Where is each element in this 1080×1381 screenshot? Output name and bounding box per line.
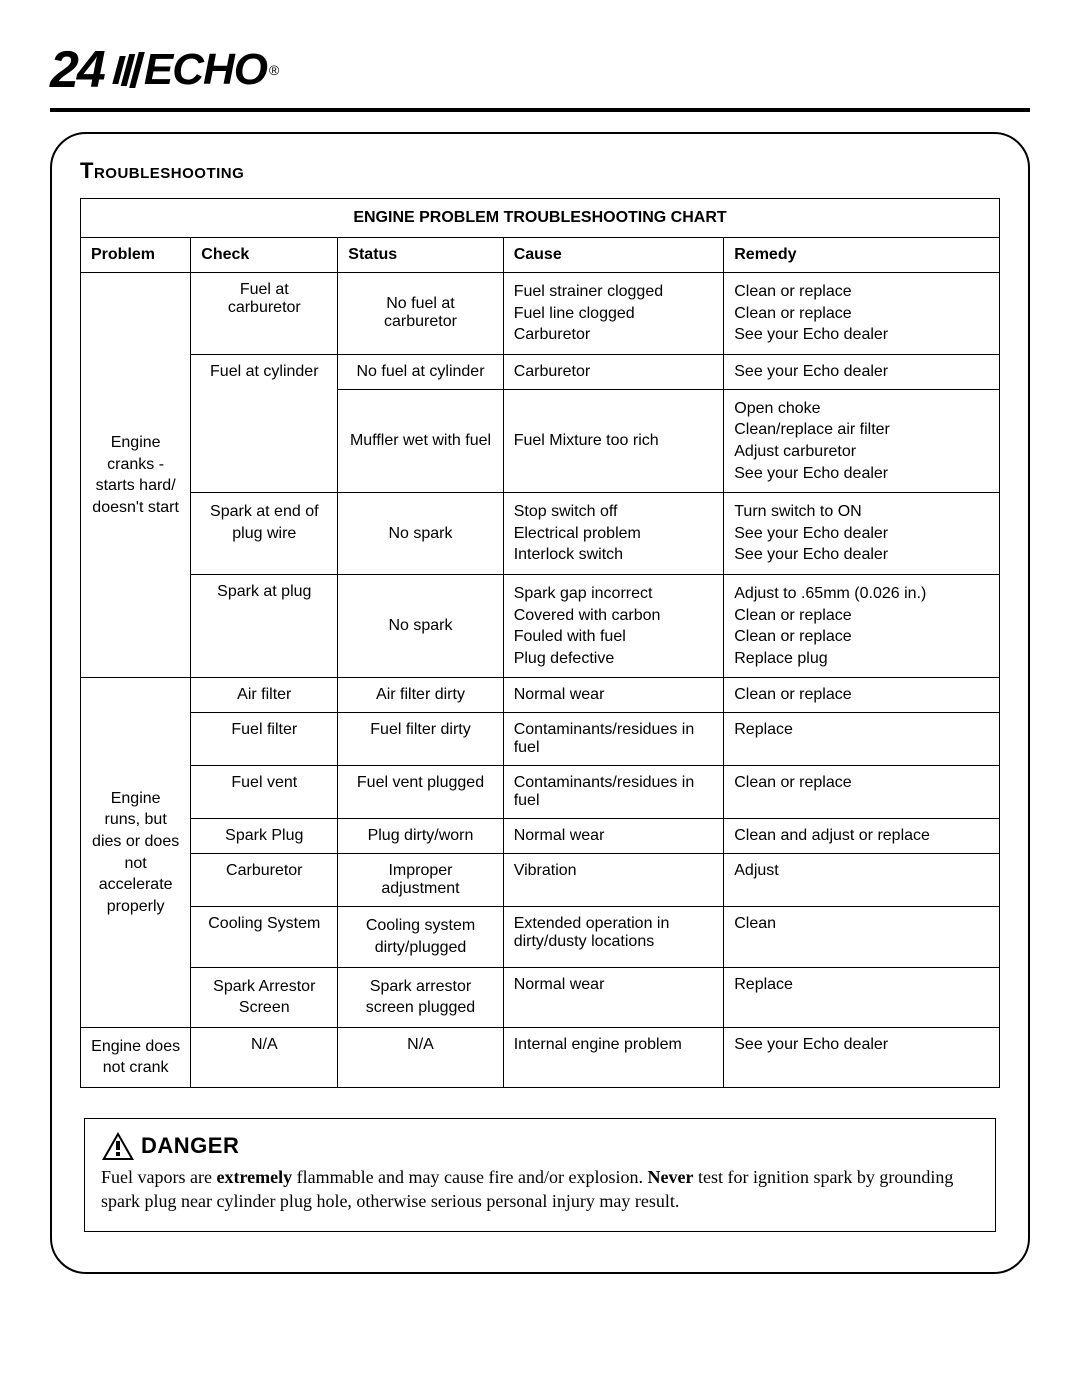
cause-cell: Vibration <box>503 854 724 907</box>
table-row: Carburetor Improper adjustment Vibration… <box>81 854 1000 907</box>
table-header-row: Problem Check Status Cause Remedy <box>81 238 1000 273</box>
table-row: Spark Plug Plug dirty/worn Normal wear C… <box>81 819 1000 854</box>
table-row: Cooling System Cooling system dirty/plug… <box>81 907 1000 967</box>
page-header: 24 ECHO ® <box>50 40 1030 112</box>
col-check: Check <box>191 238 338 273</box>
remedy-cell: Replace <box>724 713 1000 766</box>
remedy-cell: Replace <box>724 967 1000 1027</box>
problem-cell: Engine runs, but dies or does not accele… <box>81 678 191 1027</box>
danger-header: DANGER <box>101 1131 979 1161</box>
check-cell: Spark at plug <box>191 574 338 677</box>
status-cell: N/A <box>338 1027 503 1087</box>
danger-text: Fuel vapors are extremely flammable and … <box>101 1165 979 1214</box>
problem-cell: Engine does not crank <box>81 1027 191 1087</box>
check-cell: Cooling System <box>191 907 338 967</box>
cause-cell: Normal wear <box>503 967 724 1027</box>
remedy-cell: Clean or replace <box>724 678 1000 713</box>
status-cell: Improper adjustment <box>338 854 503 907</box>
cause-cell: Internal engine problem <box>503 1027 724 1087</box>
table-row: Spark at end of plug wire No spark Stop … <box>81 493 1000 575</box>
check-cell: Spark Plug <box>191 819 338 854</box>
remedy-cell: See your Echo dealer <box>724 354 1000 389</box>
status-cell: No fuel at cylinder <box>338 354 503 389</box>
cause-cell: Carburetor <box>503 354 724 389</box>
danger-label: DANGER <box>141 1133 239 1159</box>
col-remedy: Remedy <box>724 238 1000 273</box>
registered-icon: ® <box>269 62 279 78</box>
status-cell: Muffler wet with fuel <box>338 389 503 492</box>
col-problem: Problem <box>81 238 191 273</box>
problem-cell: Engine cranks - starts hard/ doesn't sta… <box>81 273 191 678</box>
danger-text-mid: flammable and may cause fire and/or expl… <box>292 1167 647 1187</box>
table-row: Fuel at cylinder No fuel at cylinder Car… <box>81 354 1000 389</box>
cause-cell: Normal wear <box>503 819 724 854</box>
status-cell: No spark <box>338 574 503 677</box>
table-row: Spark at plug No spark Spark gap incorre… <box>81 574 1000 677</box>
section-title: Troubleshooting <box>80 158 1000 184</box>
table-row: Engine cranks - starts hard/ doesn't sta… <box>81 273 1000 355</box>
danger-bold-2: Never <box>647 1167 693 1187</box>
remedy-cell: Clean <box>724 907 1000 967</box>
remedy-cell: Turn switch to ON See your Echo dealer S… <box>724 493 1000 575</box>
status-cell: Cooling system dirty/plugged <box>338 907 503 967</box>
remedy-cell: Clean or replace Clean or replace See yo… <box>724 273 1000 355</box>
chart-title: ENGINE PROBLEM TROUBLESHOOTING CHART <box>81 199 1000 238</box>
remedy-cell: Clean and adjust or replace <box>724 819 1000 854</box>
remedy-cell: Open choke Clean/replace air filter Adju… <box>724 389 1000 492</box>
cause-cell: Normal wear <box>503 678 724 713</box>
remedy-cell: Clean or replace <box>724 766 1000 819</box>
danger-bold-1: extremely <box>216 1167 292 1187</box>
page-number: 24 <box>50 40 104 100</box>
cause-cell: Fuel Mixture too rich <box>503 389 724 492</box>
check-cell: Fuel vent <box>191 766 338 819</box>
remedy-cell: Adjust <box>724 854 1000 907</box>
cause-cell: Spark gap incorrect Covered with carbon … <box>503 574 724 677</box>
col-cause: Cause <box>503 238 724 273</box>
check-cell: Spark Arrestor Screen <box>191 967 338 1027</box>
cause-cell: Contaminants/residues in fuel <box>503 766 724 819</box>
status-cell: Fuel vent plugged <box>338 766 503 819</box>
status-cell: No spark <box>338 493 503 575</box>
check-cell: N/A <box>191 1027 338 1087</box>
table-row: Engine runs, but dies or does not accele… <box>81 678 1000 713</box>
table-title-row: ENGINE PROBLEM TROUBLESHOOTING CHART <box>81 199 1000 238</box>
logo-bars-icon <box>111 52 145 88</box>
col-status: Status <box>338 238 503 273</box>
check-cell: Fuel at cylinder <box>191 354 338 492</box>
status-cell: No fuel at carburetor <box>338 273 503 355</box>
cause-cell: Extended operation in dirty/dusty locati… <box>503 907 724 967</box>
table-row: Fuel vent Fuel vent plugged Contaminants… <box>81 766 1000 819</box>
cause-cell: Contaminants/residues in fuel <box>503 713 724 766</box>
table-row: Fuel filter Fuel filter dirty Contaminan… <box>81 713 1000 766</box>
status-cell: Fuel filter dirty <box>338 713 503 766</box>
status-cell: Air filter dirty <box>338 678 503 713</box>
cause-cell: Fuel strainer clogged Fuel line clogged … <box>503 273 724 355</box>
check-cell: Carburetor <box>191 854 338 907</box>
danger-text-pre: Fuel vapors are <box>101 1167 216 1187</box>
troubleshooting-card: Troubleshooting ENGINE PROBLEM TROUBLESH… <box>50 132 1030 1274</box>
danger-callout: DANGER Fuel vapors are extremely flammab… <box>84 1118 996 1233</box>
check-cell: Fuel filter <box>191 713 338 766</box>
check-cell: Spark at end of plug wire <box>191 493 338 575</box>
table-row: Engine does not crank N/A N/A Internal e… <box>81 1027 1000 1087</box>
remedy-cell: See your Echo dealer <box>724 1027 1000 1087</box>
brand-name: ECHO <box>144 45 267 95</box>
remedy-cell: Adjust to .65mm (0.026 in.) Clean or rep… <box>724 574 1000 677</box>
cause-cell: Stop switch off Electrical problem Inter… <box>503 493 724 575</box>
warning-triangle-icon <box>101 1131 135 1161</box>
check-cell: Fuel at carburetor <box>191 273 338 355</box>
check-cell: Air filter <box>191 678 338 713</box>
status-cell: Plug dirty/worn <box>338 819 503 854</box>
table-row: Spark Arrestor Screen Spark arrestor scr… <box>81 967 1000 1027</box>
status-cell: Spark arrestor screen plugged <box>338 967 503 1027</box>
brand-logo: ECHO ® <box>116 45 279 95</box>
troubleshooting-table: ENGINE PROBLEM TROUBLESHOOTING CHART Pro… <box>80 198 1000 1088</box>
